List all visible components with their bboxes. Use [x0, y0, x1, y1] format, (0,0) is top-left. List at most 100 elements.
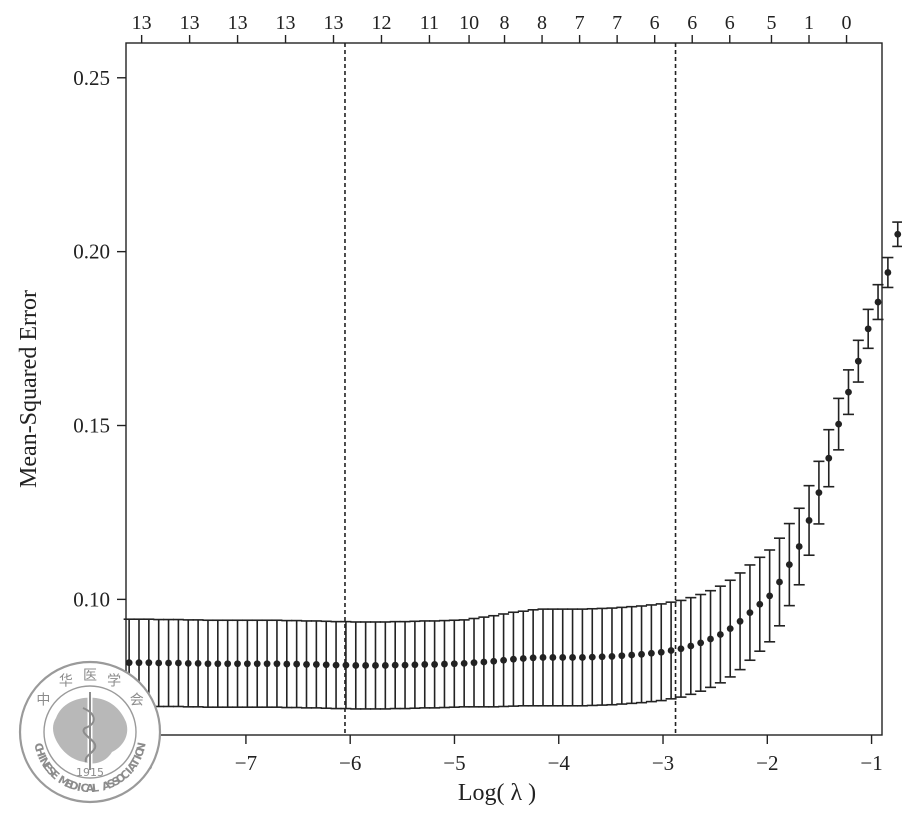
- cv-point-20: [320, 620, 332, 710]
- mse-point: [352, 662, 360, 669]
- mse-point: [243, 660, 251, 668]
- mse-point: [263, 660, 271, 668]
- cv-point-75: [862, 308, 874, 350]
- mse-point: [214, 660, 222, 668]
- x-tick-label: −6: [339, 751, 361, 775]
- x-tick-label: −5: [443, 751, 465, 775]
- mse-point: [894, 230, 902, 238]
- mse-point: [529, 654, 537, 662]
- cv-point-34: [458, 619, 470, 708]
- cv-point-38: [498, 613, 510, 708]
- mse-point: [805, 517, 813, 524]
- cv-point-14: [261, 619, 273, 708]
- seal-cn-char: 中: [36, 692, 50, 708]
- x-tick-label: −4: [548, 751, 571, 775]
- cv-point-5: [172, 618, 184, 708]
- mse-point: [234, 660, 241, 668]
- mse-point: [785, 561, 793, 569]
- mse-point: [194, 659, 202, 667]
- mse-point: [638, 650, 645, 658]
- cv-point-28: [399, 620, 411, 710]
- mse-point: [303, 661, 310, 668]
- mse-point: [372, 662, 379, 669]
- mse-point: [845, 388, 852, 396]
- top-tick-label: 13: [132, 12, 152, 34]
- mse-point: [411, 661, 419, 669]
- cv-point-36: [478, 616, 490, 708]
- cv-point-62: [734, 572, 746, 671]
- seal-en-letter: L: [91, 781, 99, 795]
- top-tick-label: 6: [725, 12, 735, 34]
- cv-point-9: [212, 619, 224, 708]
- cv-point-29: [409, 620, 421, 710]
- snake-icon: [82, 707, 97, 763]
- cv-point-31: [429, 620, 441, 709]
- cv-point-59: [705, 589, 717, 689]
- mse-point: [766, 592, 774, 600]
- mse-point: [391, 661, 399, 669]
- seal-cn-char: 华: [59, 673, 73, 689]
- seal-en-letter: I: [123, 765, 135, 777]
- mse-point: [559, 654, 567, 661]
- cv-point-13: [251, 619, 263, 708]
- mse-point: [736, 617, 744, 625]
- mse-point: [608, 653, 616, 660]
- top-tick-label: 7: [612, 12, 622, 34]
- cv-point-6: [182, 619, 194, 708]
- mse-point: [450, 660, 458, 668]
- mse-point: [519, 655, 527, 662]
- seal-cn-char: 医: [83, 668, 97, 684]
- mse-point: [273, 660, 281, 668]
- mse-point: [253, 660, 261, 668]
- top-tick-label: 6: [687, 12, 697, 34]
- top-axis-nonzero-counts: 13 13 13 13 13 12 11 10 8 8 7 7 6 6 6 5 1 0: [132, 12, 852, 43]
- cv-point-71: [823, 428, 835, 488]
- cv-point-44: [557, 608, 569, 707]
- cv-point-30: [419, 620, 431, 709]
- mse-point: [677, 645, 685, 653]
- mse-point: [470, 659, 478, 667]
- cv-point-68: [793, 507, 805, 586]
- seal-inner-ring: [43, 685, 137, 779]
- top-tick-label: 13: [228, 12, 248, 34]
- cv-point-26: [379, 621, 391, 710]
- y-tick-label: 0.10: [73, 587, 110, 611]
- mse-point: [490, 657, 498, 665]
- top-tick-label: 12: [371, 12, 391, 34]
- top-tick-label: 8: [537, 12, 547, 34]
- seal-en-letter: I: [76, 781, 83, 795]
- mse-point: [697, 639, 705, 647]
- cv-point-52: [636, 605, 648, 704]
- cv-point-49: [606, 607, 618, 706]
- chinese-medical-association-seal: 中华医学会 CHINESE MEDICAL ASSOCIATION 1915: [18, 660, 162, 804]
- cv-point-4: [163, 618, 175, 708]
- mse-point: [312, 661, 320, 668]
- mse-point: [224, 660, 232, 668]
- cv-point-11: [232, 619, 244, 708]
- x-tick-label: −3: [652, 751, 674, 775]
- mse-point: [204, 660, 212, 668]
- mse-point: [746, 609, 754, 616]
- cv-point-39: [507, 611, 519, 707]
- seal-chinese-title: 中华医学会: [36, 668, 143, 708]
- top-tick-label: 11: [420, 12, 439, 34]
- seal-en-letter: N: [134, 741, 149, 753]
- mse-point: [588, 653, 596, 661]
- mse-point: [510, 655, 517, 663]
- mse-point: [776, 578, 783, 586]
- seal-en-letter: I: [35, 753, 49, 762]
- cv-point-43: [547, 608, 559, 707]
- top-tick-label: 10: [459, 12, 479, 34]
- mse-point: [381, 662, 389, 669]
- cv-point-40: [517, 610, 529, 707]
- x-axis: −8−7−6−5−4−3−2−1: [130, 735, 883, 775]
- top-tick-label: 0: [842, 12, 852, 34]
- cv-point-53: [645, 604, 657, 703]
- mse-point: [569, 654, 576, 661]
- top-tick-label: 1: [804, 12, 814, 34]
- mse-point: [707, 635, 714, 643]
- mse-point: [687, 642, 695, 650]
- cv-point-33: [448, 619, 460, 708]
- cv-point-73: [842, 369, 854, 416]
